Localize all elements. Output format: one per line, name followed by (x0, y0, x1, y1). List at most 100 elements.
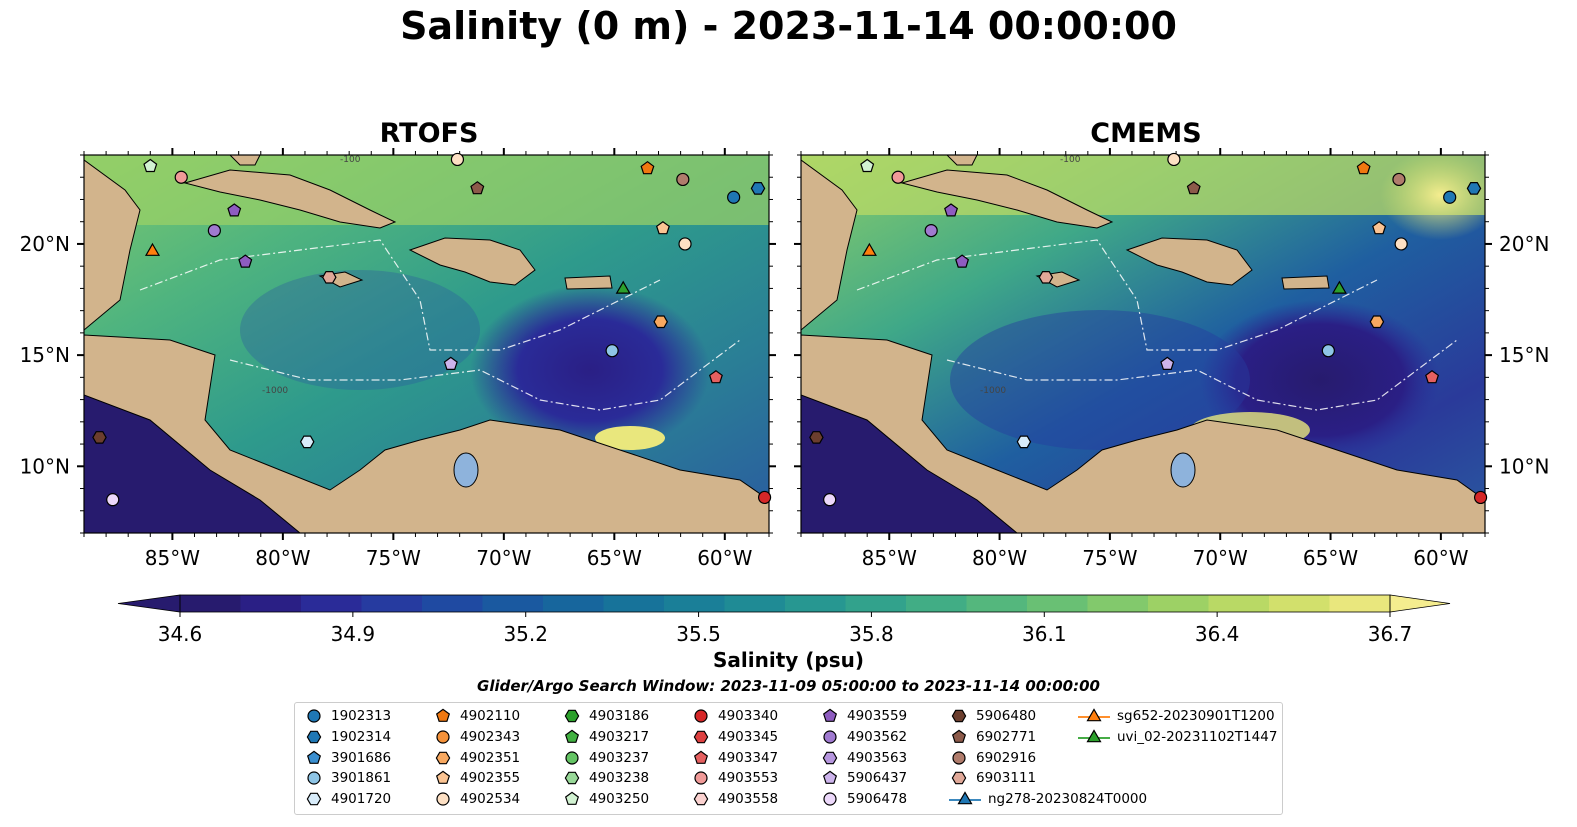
legend-item: 3901686 (303, 747, 391, 768)
legend-marker-shape (951, 729, 967, 743)
float-marker (1186, 181, 1201, 195)
legend-label: 6902916 (976, 749, 1037, 766)
legend-marker-shape (693, 730, 709, 744)
legend-item: 4902110 (432, 706, 520, 727)
legend-marker (306, 792, 322, 806)
float-marker (640, 160, 655, 175)
legend-marker-shape (823, 792, 837, 806)
legend-item: 6903111 (948, 768, 1147, 789)
legend-marker (564, 729, 580, 743)
legend-item: 3901861 (303, 768, 391, 789)
legend-item: ng278-20230824T0000 (948, 789, 1147, 810)
legend-marker-shape (436, 730, 450, 744)
legend-marker-shape (565, 751, 579, 765)
float-marker (924, 224, 938, 238)
float-marker (605, 344, 619, 358)
legend-marker-shape (306, 750, 322, 764)
legend-marker-shape (957, 791, 973, 805)
float-marker (1443, 190, 1457, 204)
colorbar-segment (361, 595, 423, 612)
legend-marker-shape (435, 709, 451, 723)
legend-label: 4902343 (460, 729, 521, 746)
colorbar-tick-label: 35.5 (676, 622, 721, 646)
legend-column: 4903340 4903345 4903347 4903553 4903558 (690, 706, 778, 809)
legend-marker (564, 710, 580, 723)
legend-label: 4902351 (460, 749, 521, 766)
x-tick-label: 80°W (255, 546, 310, 570)
x-tick-label: 75°W (366, 546, 421, 570)
legend-item: 4903237 (561, 747, 649, 768)
legend-label: 4902110 (460, 708, 521, 725)
legend-label: 4903237 (589, 749, 650, 766)
legend-marker (436, 730, 450, 744)
float-marker (1473, 490, 1488, 505)
colorbar-segment (482, 595, 544, 612)
x-tick-label: 65°W (1303, 546, 1358, 570)
float-marker (207, 224, 221, 238)
colorbar-segment (664, 595, 726, 612)
legend-column: 4902110 4902343 4902351 4902355 4902534 (432, 706, 520, 809)
x-tick-label: 85°W (862, 546, 917, 570)
legend-marker-shape (822, 751, 838, 765)
legend: 1902313 1902314 3901686 3901861 4901720 49021… (294, 702, 1283, 815)
float-marker (174, 170, 188, 184)
legend-label: sg652-20230901T1200 (1117, 708, 1275, 725)
legend-marker-shape (694, 709, 708, 723)
colorbar-segment (1269, 595, 1331, 612)
float-marker (1392, 172, 1406, 187)
legend-item: 6902771 (948, 727, 1147, 748)
legend-label: 4903558 (718, 791, 779, 808)
legend-label: 4903186 (589, 708, 650, 725)
legend-marker (694, 709, 708, 723)
legend-marker (306, 750, 322, 764)
contour-label: -1000 (262, 386, 288, 396)
legend-item: 4903345 (690, 727, 778, 748)
x-tick-label: 70°W (1193, 546, 1248, 570)
float-marker (823, 493, 837, 507)
x-tick-label: 75°W (1082, 546, 1137, 570)
legend-label: 5906478 (847, 791, 908, 808)
legend-label: uvi_02-20231102T1447 (1117, 729, 1278, 746)
legend-label: 4903553 (718, 770, 779, 787)
legend-item: 5906480 (948, 706, 1147, 727)
legend-item: 4902343 (432, 727, 520, 748)
legend-label: 4903345 (718, 729, 779, 746)
colorbar-segment (845, 595, 907, 612)
legend-label: 4903217 (589, 729, 650, 746)
colorbar-segment (180, 595, 242, 612)
legend-label: 6903111 (976, 770, 1037, 787)
colorbar-tick-label: 36.4 (1195, 622, 1240, 646)
legend-label: 4903562 (847, 729, 908, 746)
legend-item: 4903217 (561, 727, 649, 748)
legend-label: 4903250 (589, 791, 650, 808)
legend-item: 5906437 (819, 768, 907, 789)
legend-label: 4903238 (589, 770, 650, 787)
rtofs-frame (83, 154, 770, 534)
float-marker (1331, 280, 1347, 294)
legend-marker-shape (693, 792, 709, 806)
legend-marker-shape (436, 792, 450, 806)
legend-item: 4903563 (819, 747, 907, 768)
colorbar-tick-label: 34.9 (331, 622, 376, 646)
legend-marker-shape (435, 751, 451, 765)
float-marker (1425, 370, 1440, 384)
float-marker (955, 254, 969, 268)
legend-marker (1078, 708, 1110, 722)
legend-label: 4903340 (718, 708, 779, 725)
float-marker (1160, 356, 1175, 370)
legend-item: uvi_02-20231102T1447 (1077, 727, 1277, 748)
rtofs-map (84, 155, 769, 533)
legend-label: 1902313 (331, 708, 392, 725)
float-marker (655, 221, 670, 235)
float-marker (1369, 315, 1385, 329)
legend-marker-shape (564, 729, 580, 743)
float-marker (299, 435, 315, 449)
legend-label: 1902314 (331, 729, 392, 746)
x-tick-label: 70°W (476, 546, 531, 570)
float-marker (809, 431, 824, 444)
legend-column: sg652-20230901T1200 uvi_02-20231102T1447 (1077, 706, 1277, 747)
legend-marker-shape (823, 730, 837, 744)
float-marker (1321, 344, 1335, 358)
legend-item: 4903186 (561, 706, 649, 727)
